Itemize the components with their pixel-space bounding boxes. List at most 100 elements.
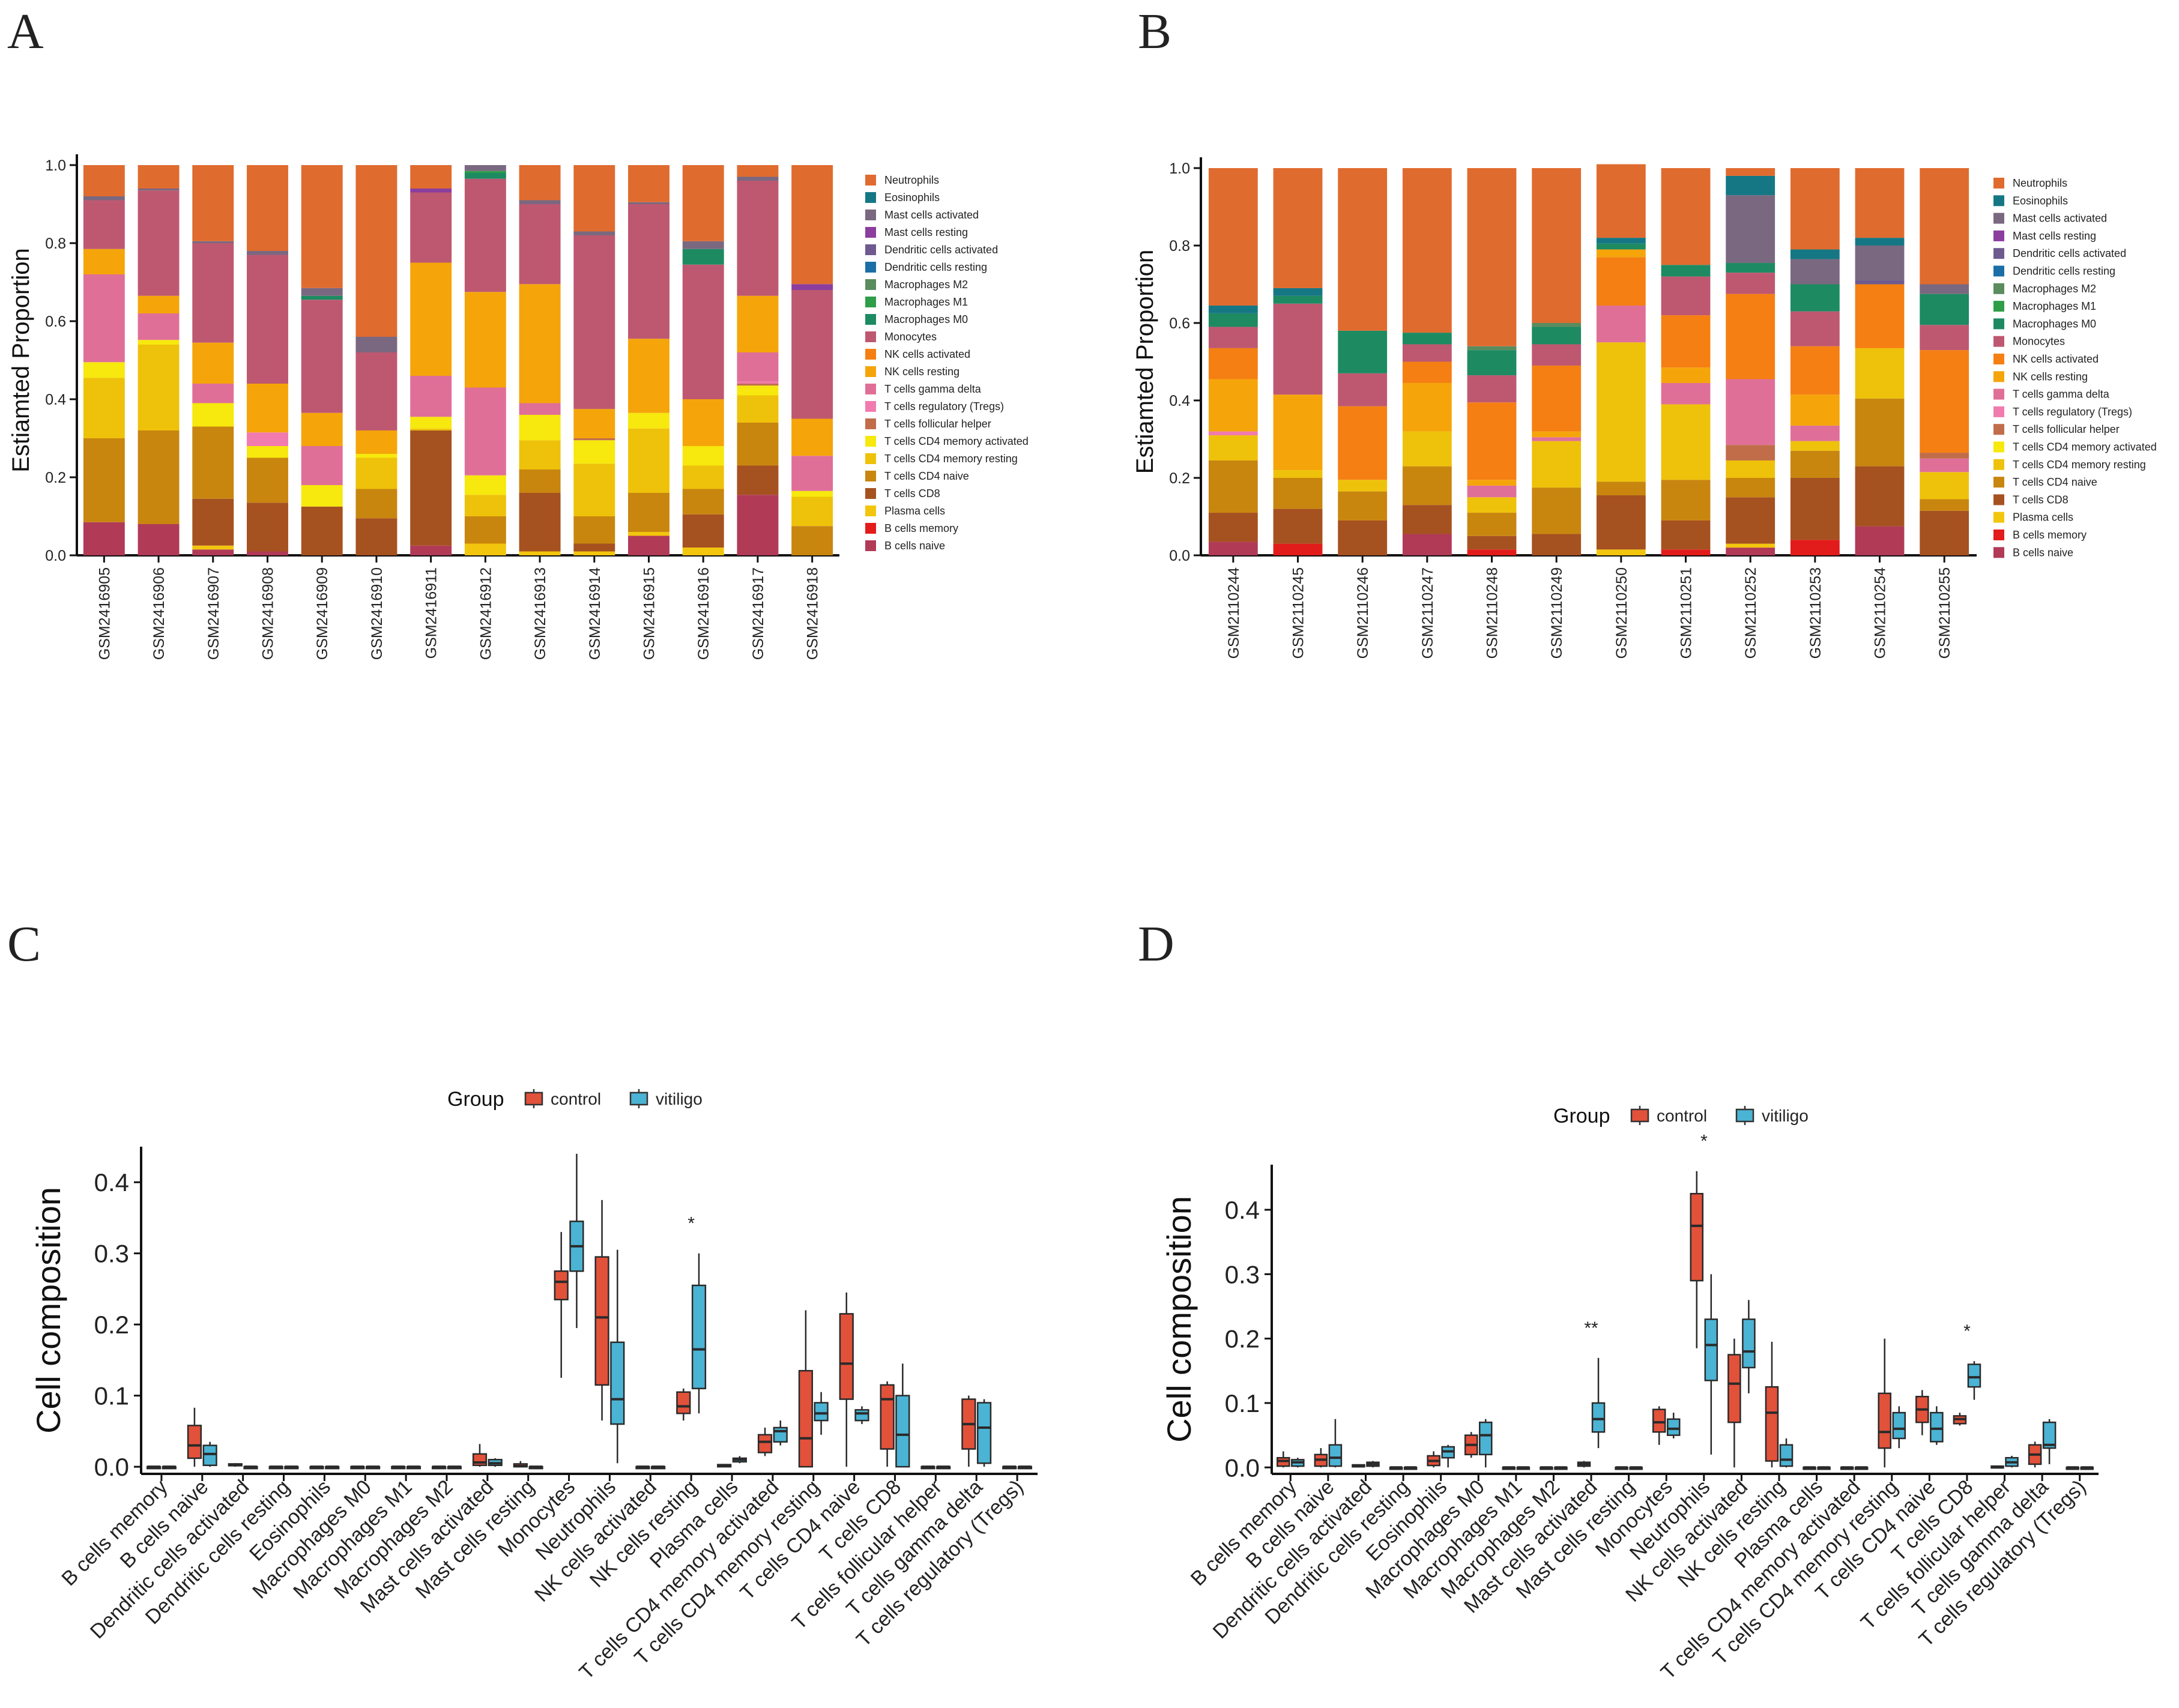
bar-segment-t-cells-cd8 (1273, 508, 1323, 544)
x-tick-label: GSM2110248 (1484, 567, 1501, 659)
legend-label-dendritic-cells-activated: Dendritic cells activated (2013, 247, 2126, 259)
legend-swatch-eosinophils (865, 192, 876, 203)
legend-swatch-neutrophils (1993, 178, 2004, 189)
legend-label-t-cells-gamma-delta: T cells gamma delta (2013, 388, 2110, 400)
bar-segment-eosinophils (1273, 288, 1323, 296)
bar-segment-neutrophils (791, 165, 833, 285)
legend-label-t-cells-cd4-memory-activated: T cells CD4 memory activated (884, 435, 1029, 447)
x-tick-label: GSM2416910 (369, 567, 385, 660)
bar-segment-monocytes (1920, 325, 1969, 351)
legend-label-plasma-cells: Plasma cells (2013, 511, 2073, 524)
bar-segment-t-cells-cd4-memory-resting (1920, 472, 1969, 499)
box-vitiligo (2042, 1421, 2057, 1449)
bar-segment-t-cells-cd4-memory-resting (1790, 441, 1840, 451)
bar-segment-t-cells-cd8 (410, 430, 452, 546)
bar-segment-macrophages-m0 (1402, 333, 1452, 345)
bar-segment-nk-cells-resting (192, 342, 234, 384)
bar-segment-b-cells-naive (1726, 548, 1776, 555)
bar-segment-mast-cells-activated (682, 241, 724, 249)
x-tick-label: GSM2416906 (151, 567, 168, 660)
bar-segment-t-cells-cd8 (1467, 536, 1517, 550)
legend-label-b-cells-naive: B cells naive (2013, 546, 2073, 558)
bar-segment-macrophages-m0 (1467, 350, 1517, 376)
bar-segment-t-cells-gamma-delta (1467, 485, 1517, 498)
bar-segment-nk-cells-resting (628, 339, 669, 413)
bar-segment-neutrophils (628, 165, 669, 202)
bar-segment-macrophages-m2 (1532, 323, 1582, 327)
bar-segment-b-cells-naive (83, 522, 125, 555)
legend-swatch-nk-cells-resting (1993, 371, 2004, 382)
x-tick-label: Dendritic cells activated (86, 1476, 253, 1643)
bar-segment-monocytes (1726, 273, 1776, 294)
panel-letter-a: A (7, 4, 44, 59)
bar-segment-macrophages-m0 (1790, 284, 1840, 312)
box-control (839, 1313, 854, 1400)
bar-segment-t-cells-cd4-naive (1596, 481, 1646, 496)
bar-segment-neutrophils (83, 165, 125, 196)
y-tick-label: 0.3 (94, 1240, 129, 1268)
bar-segment-nk-cells-resting (138, 295, 180, 313)
bar-segment-t-cells-gamma-delta (1532, 437, 1582, 441)
bar-segment-monocytes (1790, 311, 1840, 346)
bar-segment-nk-cells-activated (1402, 361, 1452, 383)
bar-segment-t-cells-gamma-delta (791, 456, 833, 491)
bar-segment-t-cells-cd4-memory-resting (628, 428, 669, 493)
y-tick-label: 0.4 (45, 391, 66, 408)
bar-segment-t-cells-cd4-naive (1208, 460, 1258, 513)
bar-segment-macrophages-m0 (1338, 330, 1388, 373)
legend-label-monocytes: Monocytes (2013, 336, 2065, 348)
bar-segment-t-cells-gamma-delta (138, 313, 180, 340)
bar-segment-monocytes (464, 178, 506, 292)
bar-segment-t-cells-cd4-memory-resting (1208, 435, 1258, 460)
bar-segment-monocytes (1402, 344, 1452, 362)
bar-segment-neutrophils (1208, 168, 1258, 306)
bar-segment-nk-cells-activated (1532, 365, 1582, 432)
legend-label-t-cells-regulatory-tregs: T cells regulatory (Tregs) (2013, 406, 2132, 418)
y-tick-label: 0.8 (45, 235, 66, 252)
bar-segment-t-cells-cd4-memory-resting (737, 395, 779, 423)
legend-key-control (524, 1091, 543, 1106)
bar-segment-plasma-cells (519, 551, 561, 555)
bar-segment-t-cells-regulatory-tregs (247, 432, 288, 446)
bar-segment-neutrophils (1790, 168, 1840, 250)
bar-segment-eosinophils (1208, 305, 1258, 313)
legend-label-mast-cells-resting: Mast cells resting (2013, 230, 2096, 242)
bar-segment-nk-cells-resting (1402, 382, 1452, 432)
y-tick-label: 0.3 (1225, 1260, 1260, 1288)
box-vitiligo (1892, 1411, 1906, 1440)
legend-label-mast-cells-resting: Mast cells resting (884, 226, 968, 238)
legend-label-t-cells-cd8: T cells CD8 (2013, 493, 2069, 505)
bar-segment-neutrophils (410, 165, 452, 189)
legend-swatch-t-cells-cd4-memory-activated (1993, 441, 2004, 453)
x-tick-label: GSM2110254 (1872, 567, 1889, 659)
bar-segment-neutrophils (1338, 168, 1388, 331)
bar-segment-mast-cells-activated (192, 241, 234, 243)
legend-swatch-b-cells-naive (865, 540, 876, 551)
bar-segment-mast-cells-activated (301, 288, 343, 296)
bar-segment-t-cells-gamma-delta (410, 376, 452, 417)
bar-segment-nk-cells-resting (1273, 394, 1323, 471)
legend-swatch-t-cells-cd8 (1993, 494, 2004, 505)
y-tick-label: 0.1 (94, 1382, 129, 1410)
box-control (1878, 1392, 1892, 1449)
y-tick-label: 0.4 (1225, 1196, 1260, 1224)
bar-segment-plasma-cells (1726, 543, 1776, 548)
bar-segment-t-cells-cd4-naive (682, 489, 724, 515)
bar-segment-neutrophils (682, 165, 724, 241)
bar-segment-macrophages-m0 (1920, 294, 1969, 325)
box-vitiligo (610, 1341, 625, 1425)
panel-letter-d: D (1138, 916, 1174, 972)
bar-segment-nk-cells-resting (1790, 394, 1840, 426)
bar-segment-monocytes (737, 181, 779, 296)
y-tick-label: 0.2 (1169, 470, 1190, 487)
bar-segment-nk-cells-resting (1467, 480, 1517, 486)
y-tick-label: 0.0 (45, 548, 66, 564)
legend-swatch-dendritic-cells-activated (1993, 248, 2004, 259)
legend-label-b-cells-memory: B cells memory (884, 522, 958, 534)
legend-label-b-cells-naive: B cells naive (884, 540, 945, 552)
bar-segment-t-cells-cd8 (1338, 520, 1388, 555)
x-tick-label: GSM2416905 (96, 567, 113, 660)
legend-label-dendritic-cells-resting: Dendritic cells resting (884, 261, 987, 273)
bar-segment-nk-cells-activated (1596, 257, 1646, 306)
